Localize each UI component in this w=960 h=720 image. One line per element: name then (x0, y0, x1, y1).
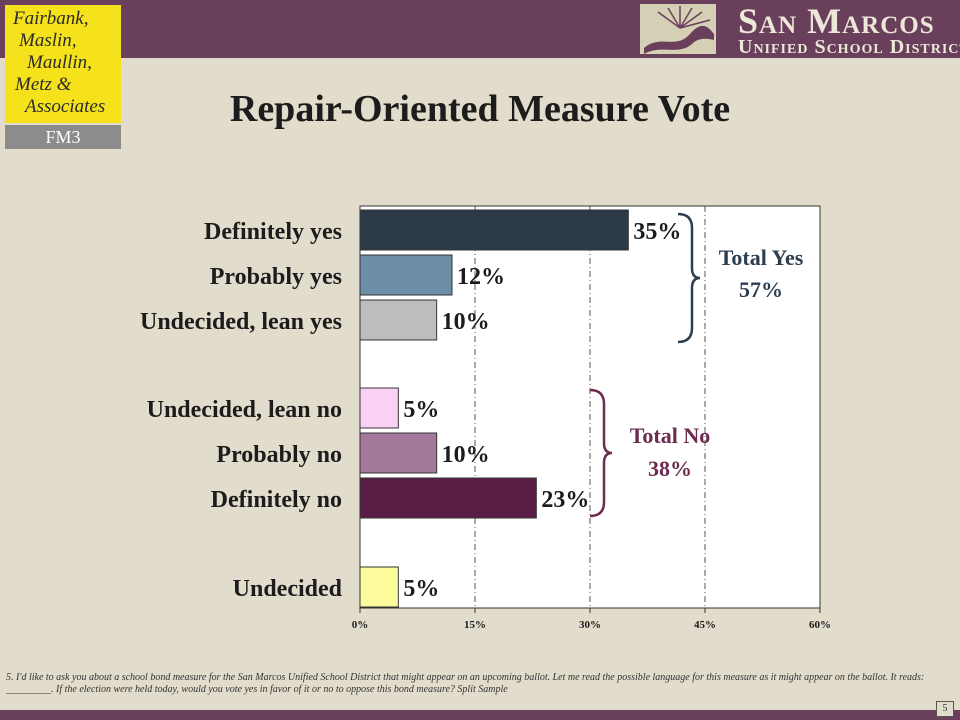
bar (359, 299, 438, 341)
bar (359, 477, 537, 519)
x-tick-label: 0% (352, 619, 369, 631)
fm3-logo-line-3: Maullin, (27, 52, 92, 73)
bar (359, 254, 453, 296)
fm3-logo-abbrev: FM3 (5, 125, 121, 149)
bar (359, 566, 399, 608)
bar (359, 209, 629, 251)
header-bar (0, 0, 960, 58)
total-no-value: 38% (648, 456, 692, 481)
category-label: Undecided, lean yes (140, 309, 342, 335)
x-tick-label: 45% (694, 619, 716, 631)
question-footnote: 5. I'd like to ask you about a school bo… (6, 672, 925, 695)
district-name-line-1: San Marcos (738, 1, 935, 41)
data-label: 5% (403, 576, 439, 602)
data-label: 23% (541, 487, 589, 513)
district-name-line-2: Unified School District (738, 36, 960, 58)
category-label: Undecided (233, 576, 343, 602)
chart-title: Repair-Oriented Measure Vote (229, 88, 731, 130)
data-label: 35% (633, 219, 681, 245)
district-logo: San Marcos Unified School District (640, 1, 960, 58)
footer-bar (0, 710, 960, 720)
data-label: 12% (457, 264, 505, 290)
bar (359, 432, 438, 474)
category-label: Probably no (216, 442, 342, 468)
x-tick-label: 60% (809, 619, 831, 631)
total-yes-label: Total Yes (719, 245, 804, 270)
total-yes-value: 57% (739, 277, 783, 302)
x-tick-label: 30% (579, 619, 601, 631)
fm3-logo-background: Fairbank, Maslin, Maullin, Metz & Associ… (5, 5, 121, 123)
data-label: 10% (442, 442, 490, 468)
fm3-logo-line-5: Associates (25, 96, 106, 117)
fm3-logo-line-2: Maslin, (19, 30, 77, 51)
category-label: Probably yes (210, 264, 342, 290)
category-label: Definitely no (211, 487, 342, 513)
fm3-logo-line-4: Metz & (15, 74, 72, 95)
data-label: 10% (442, 309, 490, 335)
total-yes-bracket (677, 212, 701, 344)
fm3-logo: Fairbank, Maslin, Maullin, Metz & Associ… (5, 5, 121, 149)
data-label: 5% (403, 397, 439, 423)
fm3-logo-line-1: Fairbank, (13, 8, 89, 29)
category-label: Definitely yes (204, 219, 342, 245)
x-tick-label: 15% (464, 619, 486, 631)
bar (359, 387, 399, 429)
district-emblem-icon (640, 4, 716, 54)
total-no-label: Total No (630, 423, 710, 448)
total-no-bracket (589, 388, 613, 518)
page-number: 5 (936, 701, 954, 717)
category-label: Undecided, lean no (147, 397, 342, 423)
